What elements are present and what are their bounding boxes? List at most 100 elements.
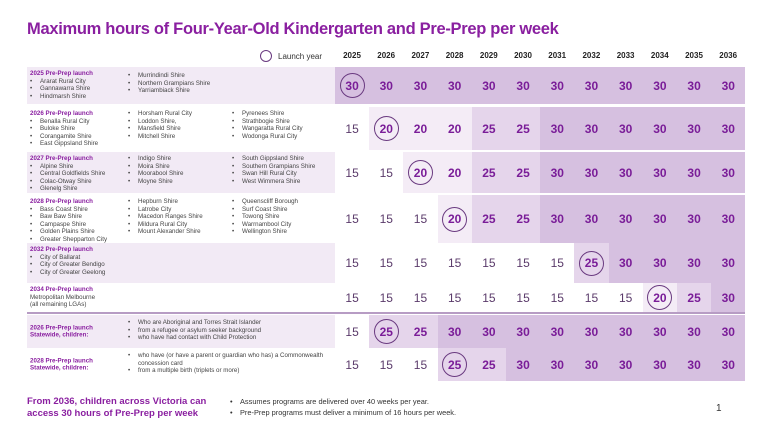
hours-cell-2029: 25 (471, 107, 506, 150)
hours-value: 30 (687, 78, 701, 93)
hours-value: 30 (619, 212, 633, 226)
hours-cell-2031: 30 (540, 107, 575, 150)
hours-value: 15 (413, 256, 428, 270)
hours-cell-2026: 15 (369, 243, 403, 283)
hours-value: 25 (482, 165, 496, 180)
hours-cell-2034: 30 (642, 348, 677, 381)
hours-value: 30 (721, 357, 735, 372)
hours-cell-2028: 20 (437, 107, 472, 150)
hours-cell-2035: 30 (677, 67, 712, 104)
circle-icon (260, 50, 272, 62)
list-item: Macedon Ranges Shire (128, 213, 203, 221)
hours-cell-2035: 30 (677, 152, 712, 193)
hours-cell-2031: 15 (540, 243, 574, 283)
hours-value: 30 (687, 165, 701, 180)
hours-value: 30 (721, 290, 735, 305)
region-item: Buloke Shire (30, 125, 98, 133)
hours-cell-2030: 30 (506, 67, 541, 104)
hours-cell-2032: 30 (574, 195, 609, 243)
launch-heading: 2028 Pre-Prep launch (30, 198, 93, 205)
hours-cell-2036: 30 (711, 152, 746, 193)
hours-cell-2036: 30 (711, 283, 746, 312)
hours-value: 15 (379, 357, 393, 372)
hours-cell-2027: 25 (403, 315, 438, 348)
hours-value: 30 (584, 324, 599, 339)
hours-value: 15 (345, 290, 359, 305)
list-item: Horsham Rural City (128, 110, 192, 118)
hours-value: 20 (407, 160, 433, 185)
hours-cell-2031: 30 (540, 195, 575, 243)
table-row: 2026 Pre-Prep launchBenalla Rural CityBu… (27, 107, 746, 150)
launch-heading: 2026 Pre-Prep launch (30, 323, 93, 331)
hours-cell-2026: 15 (369, 195, 403, 243)
list-item: Pyrenees Shire (232, 110, 303, 118)
region-item: East Gippsland Shire (30, 140, 98, 148)
hours-value: 30 (413, 78, 428, 93)
hours-cell-2029: 15 (472, 243, 506, 283)
hours-cell-2034: 30 (642, 195, 677, 243)
row-label: 2028 Pre-Prep launch Statewide, children:… (27, 348, 335, 381)
region-item: Greater Shepparton City (30, 236, 107, 244)
hours-value: 15 (413, 357, 428, 372)
list-item: Wodonga Rural City (232, 133, 303, 141)
launch-heading: 2025 Pre-Prep launch (30, 70, 93, 77)
hours-cell-2036: 30 (711, 243, 746, 283)
hours-cell-2030: 25 (506, 152, 541, 193)
hours-cell-2032: 25 (574, 243, 609, 283)
list-item: Strathbogie Shire (232, 118, 303, 126)
hours-value: 30 (448, 324, 462, 339)
list-item: Towong Shire (232, 213, 298, 221)
hours-value: 15 (379, 212, 393, 226)
list-item: Surf Coast Shire (232, 206, 298, 214)
hours-value: 30 (653, 357, 667, 372)
hours-value: 15 (379, 256, 393, 270)
hours-cell-2034: 30 (642, 315, 677, 348)
hours-value: 15 (379, 165, 393, 180)
hours-cell-2033: 30 (608, 107, 643, 150)
hours-value: 30 (721, 121, 735, 136)
hours-value: 30 (550, 165, 564, 180)
region-item: Campaspe Shire (30, 221, 107, 229)
hours-cell-2028: 30 (437, 67, 472, 104)
hours-value: 20 (448, 165, 462, 180)
hours-value: 30 (619, 78, 633, 93)
year-2025: 2025 (343, 51, 361, 60)
legend: Launch year (260, 50, 322, 62)
hours-cell-2034: 20 (642, 283, 677, 312)
hours-cell-2033: 30 (608, 67, 643, 104)
hours-cell-2025: 15 (335, 348, 369, 381)
hours-cell-2031: 15 (540, 283, 574, 312)
hours-value: 30 (721, 324, 735, 339)
footer-notes: Assumes programs are delivered over 40 w… (230, 396, 700, 418)
hours-value: 30 (550, 78, 564, 93)
hours-value: 30 (379, 78, 393, 93)
year-2034: 2034 (650, 51, 669, 60)
hours-value: 30 (448, 78, 462, 93)
table-row: 2032 Pre-Prep launchCity of BallaratCity… (27, 243, 746, 283)
year-2036: 2036 (719, 51, 738, 60)
hours-cell-2025: 15 (335, 283, 369, 312)
hours-value: 30 (653, 121, 667, 136)
list-item: Hepburn Shire (128, 198, 203, 206)
hours-value: 25 (442, 352, 468, 377)
year-2026: 2026 (377, 51, 396, 60)
hours-cell-2030: 15 (506, 283, 540, 312)
hours-cell-2025: 15 (335, 152, 369, 193)
hours-value: 15 (413, 212, 428, 226)
list-item: Wangaratta Rural City (232, 125, 303, 133)
hours-cell-2030: 15 (506, 243, 540, 283)
list-item: South Gippsland Shire (232, 155, 315, 163)
table-row: 2028 Pre-Prep launchBass Coast ShireBaw … (27, 195, 746, 244)
hours-cell-2033: 15 (609, 283, 643, 312)
row-label: 2034 Pre-Prep launch Metropolitan Melbour… (27, 283, 335, 312)
hours-value: 30 (721, 165, 735, 180)
hours-cell-2035: 25 (677, 283, 712, 312)
hours-value: 25 (516, 165, 530, 180)
hours-cell-2032: 30 (574, 315, 609, 348)
hours-cell-2031: 30 (540, 348, 575, 381)
hours-cell-2026: 20 (369, 107, 404, 150)
row-label: 2032 Pre-Prep launchCity of BallaratCity… (27, 243, 335, 283)
hours-cell-2030: 25 (506, 195, 541, 243)
hours-value: 30 (687, 357, 701, 372)
hours-value: 30 (619, 324, 633, 339)
